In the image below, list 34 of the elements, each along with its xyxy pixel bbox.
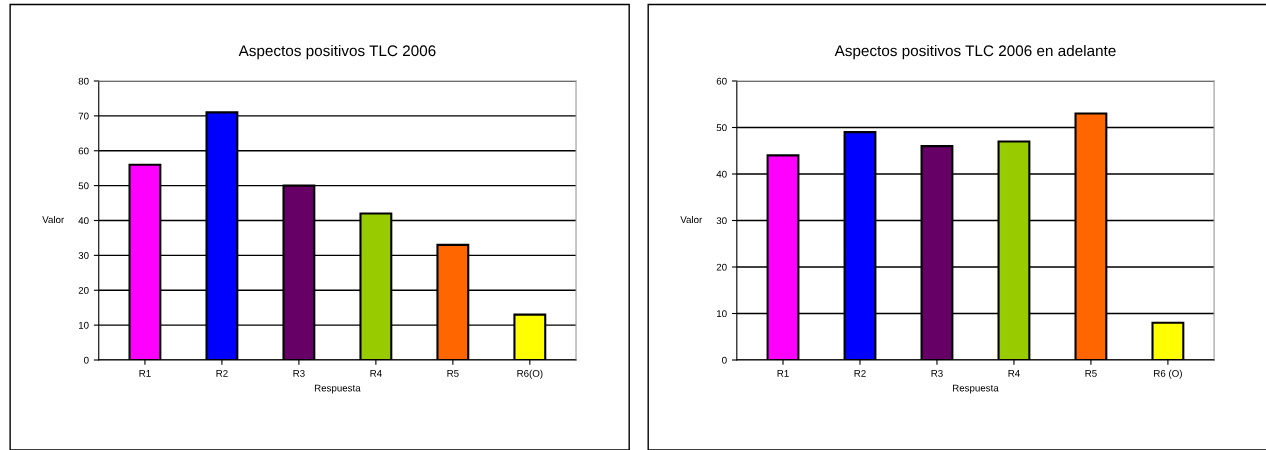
y-tick-label: 50	[78, 182, 89, 190]
chart-title: Aspectos positivos TLC 2006	[238, 44, 436, 60]
x-tick-label: R1	[777, 370, 789, 377]
x-tick-label: R4	[1008, 370, 1020, 377]
x-tick-label: R2	[216, 369, 228, 377]
y-tick-label: 30	[78, 252, 89, 259]
x-tick-label: R1	[139, 370, 151, 377]
x-axis-title: Respuesta	[953, 384, 999, 394]
x-tick-label: R3	[293, 369, 305, 377]
y-tick-label: 20	[78, 286, 89, 294]
y-tick-label: 10	[717, 310, 727, 318]
chart-title: Aspectos positivos TLC 2006 en adelante	[834, 44, 1116, 60]
y-axis-title: Valor	[680, 215, 703, 224]
x-tick-label: R5	[447, 370, 459, 377]
y-tick-label: 80	[78, 77, 89, 85]
x-axis-title: Respuesta	[314, 384, 361, 394]
y-tick-label: 0	[84, 356, 89, 364]
y-tick-label: 70	[78, 112, 89, 120]
y-tick-label: 20	[716, 263, 727, 271]
y-tick-label: 40	[716, 170, 727, 178]
y-tick-label: 0	[722, 356, 727, 364]
y-tick-label: 50	[716, 124, 727, 132]
y-tick-label: 40	[78, 217, 89, 225]
x-tick-label: R3	[931, 369, 943, 377]
y-tick-label: 60	[716, 77, 727, 85]
y-tick-label: 30	[716, 217, 727, 225]
x-tick-label: R4	[370, 370, 382, 377]
x-tick-label: R2	[854, 369, 866, 377]
x-tick-label: R5	[1085, 370, 1097, 377]
y-tick-label: 10	[78, 321, 89, 329]
x-tick-label: R6(O)	[517, 369, 543, 379]
y-tick-label: 60	[78, 147, 89, 155]
x-tick-label: R6 (O)	[1154, 369, 1182, 379]
y-axis-title: Valor	[42, 215, 65, 224]
